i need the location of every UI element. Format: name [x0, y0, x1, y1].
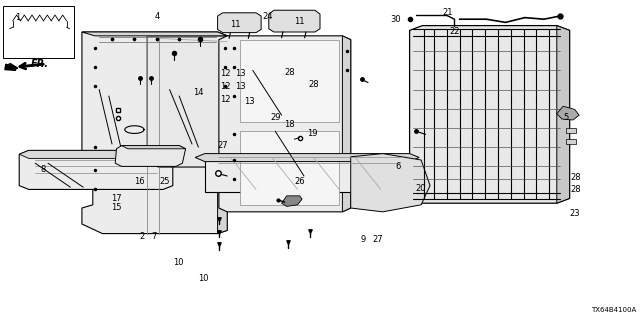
Text: 14: 14: [193, 88, 204, 97]
Text: TX64B4100A: TX64B4100A: [591, 307, 637, 313]
Text: 24: 24: [262, 12, 273, 21]
Polygon shape: [351, 154, 430, 212]
Text: 17: 17: [111, 194, 122, 203]
Text: 15: 15: [111, 203, 122, 212]
Text: 26: 26: [294, 177, 305, 186]
Text: 2: 2: [140, 232, 145, 241]
Text: 28: 28: [571, 185, 581, 194]
Text: 23: 23: [570, 209, 580, 218]
Text: 13: 13: [235, 82, 245, 91]
Text: 13: 13: [235, 69, 245, 78]
Text: 7: 7: [151, 232, 156, 241]
Polygon shape: [115, 146, 186, 166]
Text: 27: 27: [218, 141, 228, 150]
Text: 21: 21: [443, 8, 453, 17]
Text: 16: 16: [134, 177, 145, 186]
Polygon shape: [282, 196, 302, 206]
Text: 10: 10: [198, 274, 209, 283]
Text: 30: 30: [390, 15, 401, 24]
Polygon shape: [566, 128, 576, 133]
Text: 28: 28: [284, 68, 294, 77]
Polygon shape: [557, 26, 570, 203]
Polygon shape: [19, 150, 173, 189]
Text: 12: 12: [220, 69, 230, 78]
Polygon shape: [410, 154, 419, 196]
Polygon shape: [122, 146, 186, 149]
Polygon shape: [410, 26, 570, 203]
Polygon shape: [218, 13, 261, 33]
Polygon shape: [195, 154, 419, 162]
Polygon shape: [557, 106, 579, 120]
Polygon shape: [219, 36, 351, 212]
Text: 5: 5: [564, 113, 569, 122]
Text: 12: 12: [220, 95, 230, 104]
Bar: [3, 6, 74, 58]
Polygon shape: [342, 36, 351, 212]
Polygon shape: [82, 32, 227, 36]
Text: 29: 29: [270, 113, 280, 122]
Polygon shape: [205, 154, 410, 192]
Text: 12: 12: [220, 82, 230, 91]
Text: FR.: FR.: [31, 59, 49, 69]
Text: 25: 25: [160, 177, 170, 186]
Text: 8: 8: [41, 165, 46, 174]
FancyArrow shape: [5, 64, 18, 70]
Text: 11: 11: [230, 20, 241, 29]
Text: 28: 28: [571, 173, 581, 182]
Text: 11: 11: [294, 17, 305, 26]
Polygon shape: [566, 139, 576, 144]
Text: 13: 13: [244, 97, 255, 106]
Text: 20: 20: [416, 184, 426, 193]
Text: 4: 4: [154, 12, 159, 21]
Text: 1: 1: [15, 13, 20, 22]
Text: 19: 19: [307, 129, 317, 138]
Text: 22: 22: [449, 27, 460, 36]
Polygon shape: [82, 32, 227, 234]
Text: 6: 6: [396, 162, 401, 171]
Polygon shape: [269, 10, 320, 32]
Text: 18: 18: [284, 120, 294, 129]
Polygon shape: [240, 40, 339, 122]
Polygon shape: [218, 32, 227, 234]
Polygon shape: [240, 131, 339, 205]
Text: 28: 28: [308, 80, 319, 89]
Polygon shape: [19, 150, 173, 158]
Text: 9: 9: [361, 236, 366, 244]
Text: 10: 10: [173, 258, 183, 267]
Text: 27: 27: [372, 236, 383, 244]
Polygon shape: [147, 36, 237, 167]
